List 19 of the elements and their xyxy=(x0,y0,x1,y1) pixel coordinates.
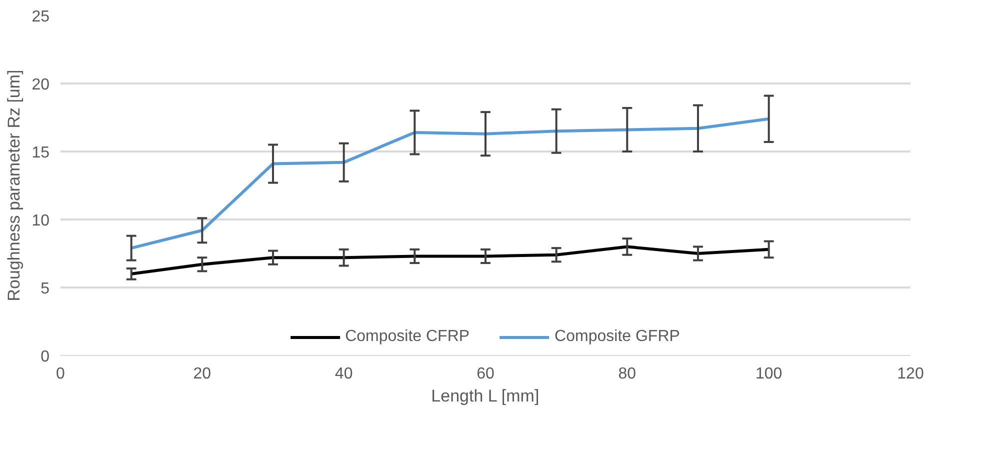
legend-label: Composite CFRP xyxy=(345,328,470,346)
y-tick-label: 25 xyxy=(32,8,50,26)
x-axis-title: Length L [mm] xyxy=(431,386,540,406)
x-tick-label: 120 xyxy=(897,366,924,382)
y-axis-title: Roughness parameter Rz [um] xyxy=(4,70,24,302)
x-tick-label: 40 xyxy=(334,366,353,382)
line-series xyxy=(130,245,770,276)
x-tick-label: 100 xyxy=(755,366,782,382)
y-tick-label: 20 xyxy=(32,76,50,94)
x-tick-label: 20 xyxy=(193,366,212,382)
x-tick-label: 80 xyxy=(618,366,636,382)
line-series xyxy=(130,117,770,250)
y-tick-label: 15 xyxy=(32,144,50,162)
y-tick-label: 5 xyxy=(40,280,50,298)
x-tick-label: 0 xyxy=(56,366,66,382)
y-tick-label: 10 xyxy=(32,212,50,230)
x-tick-label: 60 xyxy=(476,366,494,382)
legend-label: Composite GFRP xyxy=(554,328,680,346)
y-tick-label: 0 xyxy=(40,348,50,366)
